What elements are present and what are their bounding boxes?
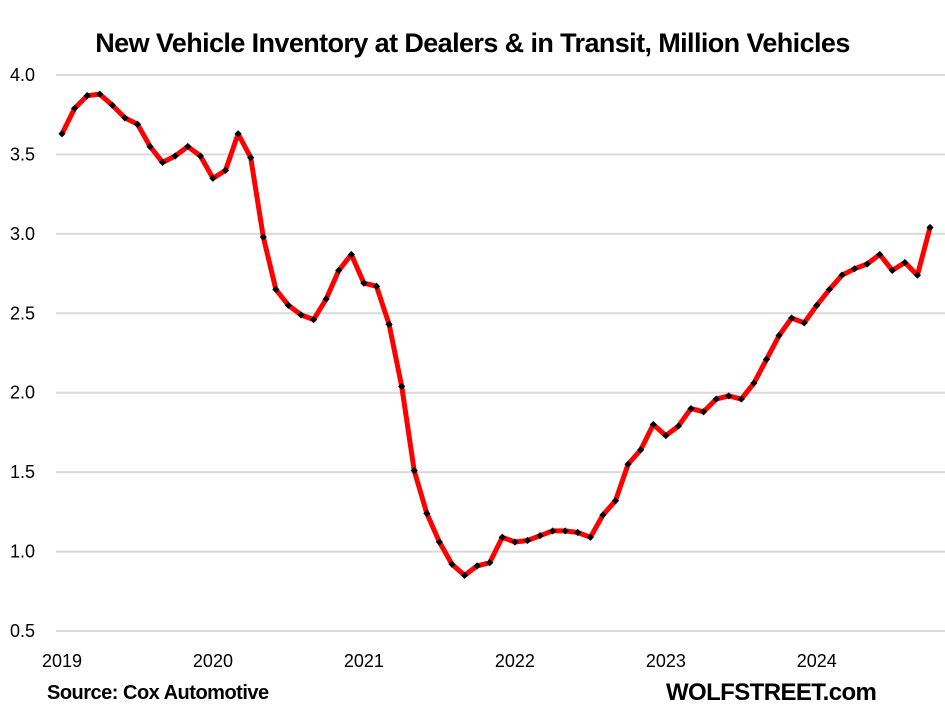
data-point — [473, 562, 481, 570]
data-point — [624, 460, 632, 468]
data-point — [410, 466, 418, 475]
data-point — [725, 392, 733, 400]
y-tick-label: 1.0 — [10, 542, 35, 562]
data-point — [58, 130, 66, 138]
y-tick-label: 4.0 — [10, 65, 35, 85]
data-point — [788, 314, 796, 322]
data-point — [662, 432, 670, 440]
y-tick-label: 3.5 — [10, 144, 35, 164]
x-tick-label: 2019 — [42, 651, 82, 671]
data-point — [423, 509, 431, 518]
data-point — [876, 250, 884, 259]
data-point — [574, 528, 582, 537]
chart-title: New Vehicle Inventory at Dealers & in Tr… — [95, 28, 850, 58]
data-point — [272, 285, 280, 294]
data-point — [549, 527, 557, 535]
data-point — [247, 154, 255, 162]
data-point — [448, 560, 456, 568]
data-point — [372, 282, 381, 290]
data-point — [863, 260, 871, 268]
x-tick-label: 2024 — [797, 651, 837, 671]
x-axis-tick-labels: 2019 2020 2021 2022 2023 2024 — [42, 651, 837, 671]
data-point — [561, 527, 569, 535]
y-tick-label: 1.5 — [10, 462, 35, 482]
data-point — [637, 446, 645, 454]
data-point — [498, 533, 506, 541]
data-point — [536, 532, 544, 540]
data-point — [70, 104, 79, 112]
data-point — [385, 320, 393, 329]
data-point — [737, 395, 745, 403]
data-point — [775, 331, 783, 340]
data-point — [838, 271, 846, 279]
data-point — [825, 285, 833, 294]
data-point — [360, 279, 368, 287]
data-point — [259, 233, 267, 241]
data-point — [96, 90, 104, 98]
series-new-vehicle-inventory — [59, 91, 933, 578]
data-point — [284, 301, 293, 309]
data-point — [310, 316, 318, 324]
y-tick-label: 3.0 — [10, 224, 35, 244]
data-point — [674, 422, 683, 430]
data-point — [687, 405, 695, 413]
data-point — [221, 166, 230, 174]
data-point — [460, 571, 469, 579]
data-point — [184, 142, 192, 151]
x-tick-label: 2023 — [646, 651, 686, 671]
data-point — [159, 158, 167, 166]
data-point — [171, 152, 179, 160]
y-tick-label: 2.5 — [10, 303, 35, 323]
data-point — [523, 536, 532, 545]
data-point — [712, 395, 720, 403]
data-point — [335, 266, 343, 274]
data-point — [297, 311, 305, 319]
y-tick-label: 2.0 — [10, 383, 35, 403]
data-point — [398, 382, 406, 390]
x-tick-label: 2022 — [495, 651, 535, 671]
data-point — [750, 379, 758, 387]
data-point — [209, 174, 217, 182]
data-point — [699, 408, 708, 416]
gridlines — [56, 74, 945, 632]
data-point — [146, 142, 154, 151]
data-point — [121, 114, 129, 122]
data-point — [926, 223, 934, 232]
y-tick-label: 0.5 — [10, 621, 35, 641]
data-point — [599, 511, 607, 519]
data-point — [762, 355, 771, 363]
data-point — [850, 265, 859, 273]
source-note: Source: Cox Automotive — [47, 682, 269, 704]
data-point — [108, 101, 116, 109]
series-line — [59, 91, 933, 578]
x-tick-label: 2021 — [344, 651, 384, 671]
data-point — [800, 319, 808, 327]
data-point — [813, 301, 821, 309]
data-point — [435, 538, 443, 546]
data-point — [586, 533, 594, 541]
brand-watermark: WOLFSTREET.com — [666, 679, 877, 706]
data-point — [611, 497, 620, 505]
data-markers — [58, 90, 934, 579]
y-axis-tick-labels: 0.5 1.0 1.5 2.0 2.5 3.0 3.5 4.0 — [10, 65, 35, 641]
data-point — [83, 92, 91, 100]
data-point — [913, 271, 922, 279]
data-point — [888, 266, 896, 274]
data-point — [901, 258, 909, 267]
data-point — [486, 559, 494, 567]
data-point — [649, 420, 657, 429]
data-point — [234, 130, 242, 138]
data-point — [511, 538, 519, 546]
data-point — [322, 295, 330, 303]
data-point — [196, 152, 204, 160]
data-point — [133, 120, 142, 128]
data-point — [347, 250, 355, 259]
x-tick-label: 2020 — [193, 651, 233, 671]
